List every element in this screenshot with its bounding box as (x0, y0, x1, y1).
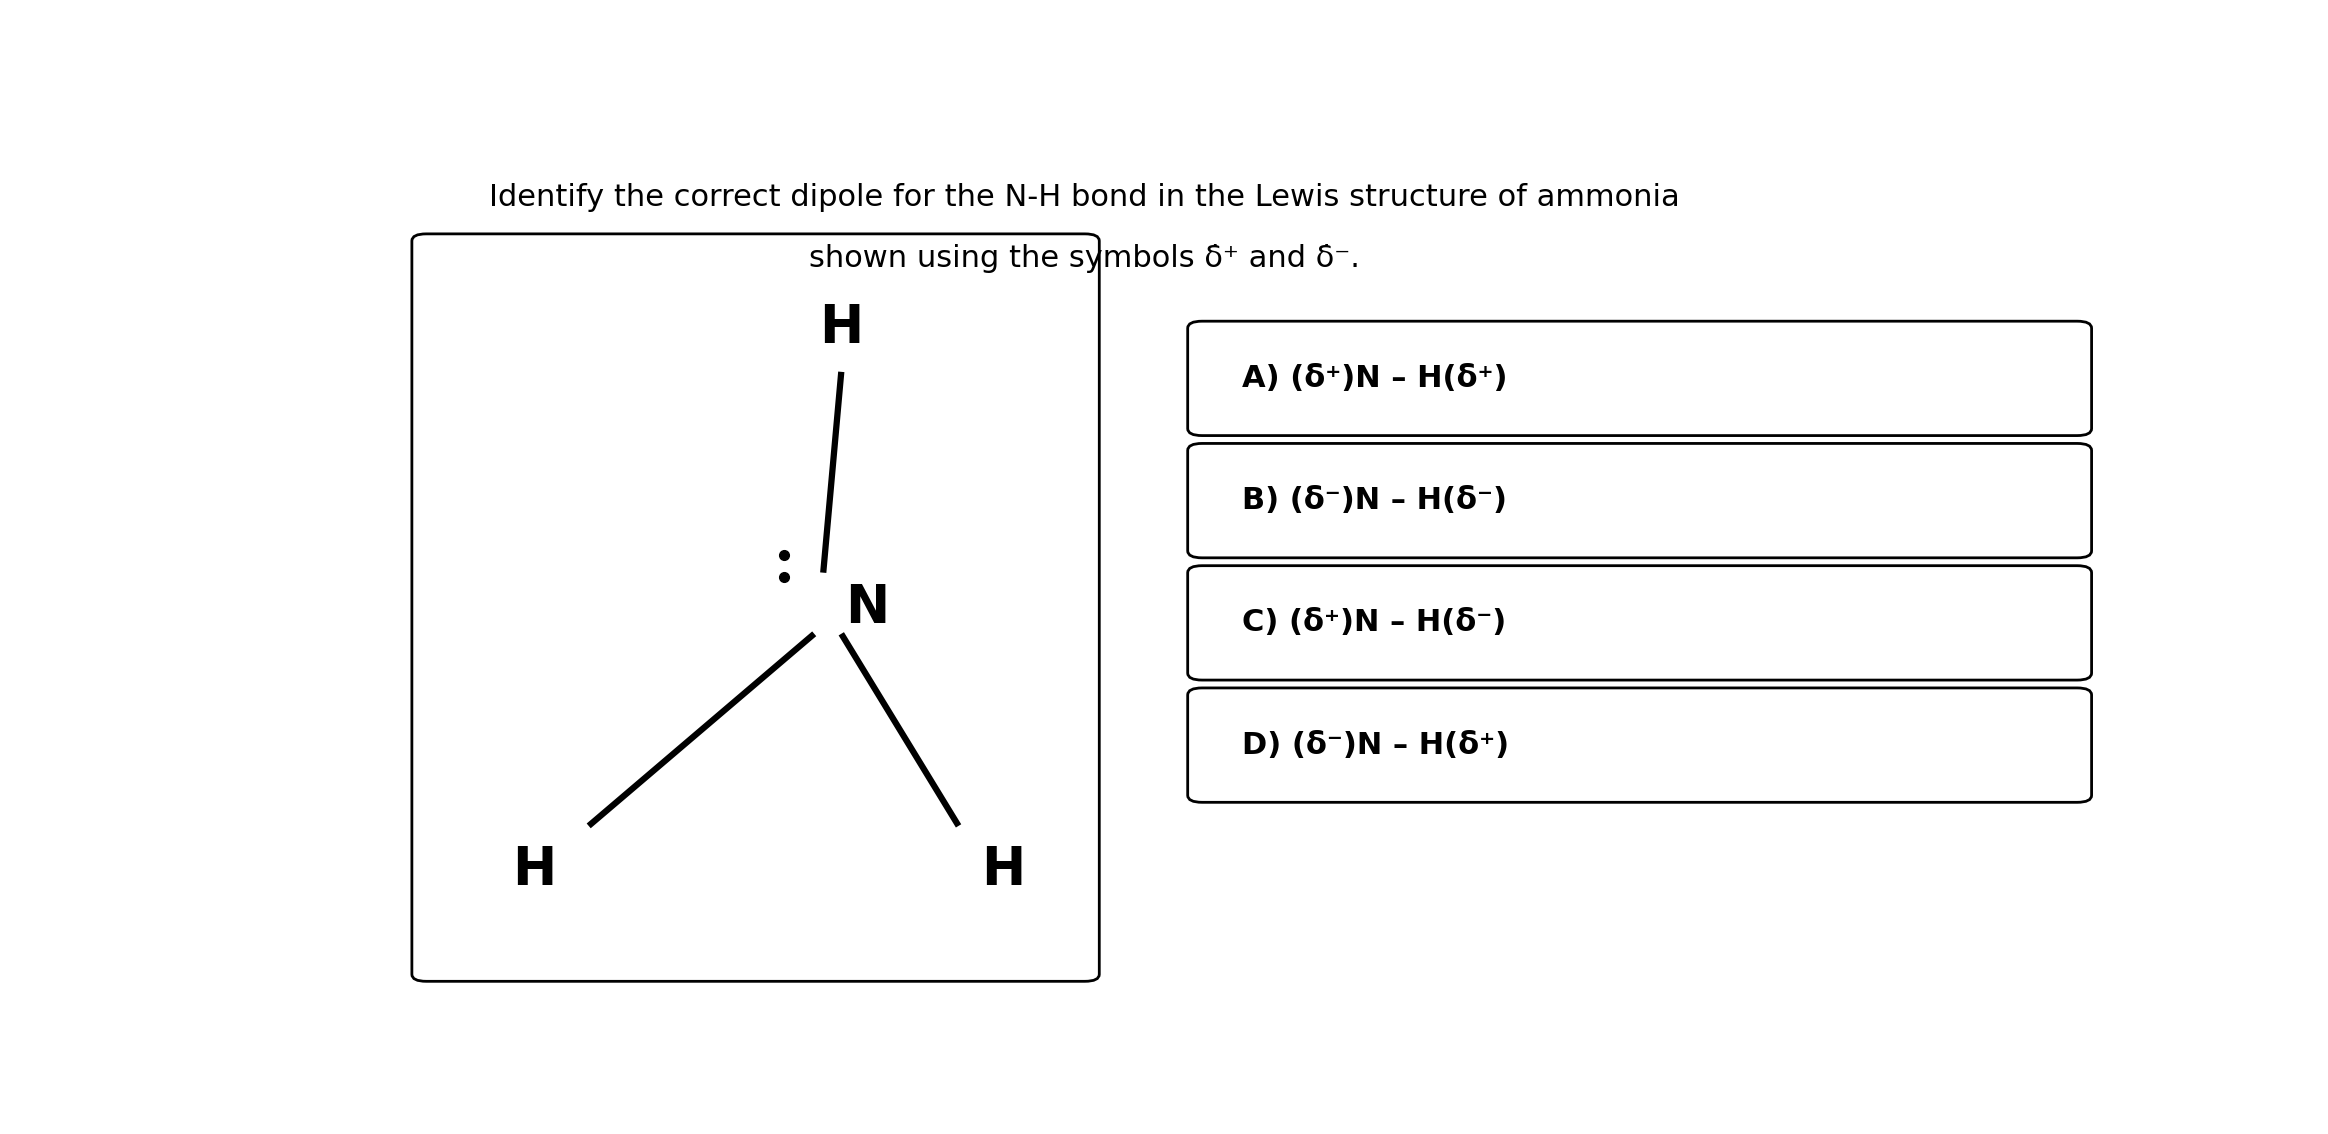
Text: shown using the symbols δ̇⁺ and δ̇⁻.: shown using the symbols δ̇⁺ and δ̇⁻. (810, 244, 1360, 273)
Text: B) (δ⁻)N – H(δ⁻): B) (δ⁻)N – H(δ⁻) (1241, 486, 1506, 515)
FancyBboxPatch shape (412, 234, 1099, 981)
Text: D) (δ⁻)N – H(δ⁺): D) (δ⁻)N – H(δ⁺) (1241, 730, 1509, 760)
FancyBboxPatch shape (1187, 443, 2091, 558)
Text: H: H (512, 844, 556, 896)
FancyBboxPatch shape (1187, 566, 2091, 680)
Text: N: N (845, 582, 889, 634)
Text: Identify the correct dipole for the N-H bond in the Lewis structure of ammonia: Identify the correct dipole for the N-H … (489, 183, 1681, 212)
Text: H: H (982, 844, 1027, 896)
Text: A) (δ⁺)N – H(δ⁺): A) (δ⁺)N – H(δ⁺) (1241, 364, 1506, 392)
Text: C) (δ⁺)N – H(δ⁻): C) (δ⁺)N – H(δ⁻) (1241, 608, 1506, 637)
FancyBboxPatch shape (1187, 688, 2091, 803)
FancyBboxPatch shape (1187, 321, 2091, 435)
Text: H: H (819, 302, 864, 354)
